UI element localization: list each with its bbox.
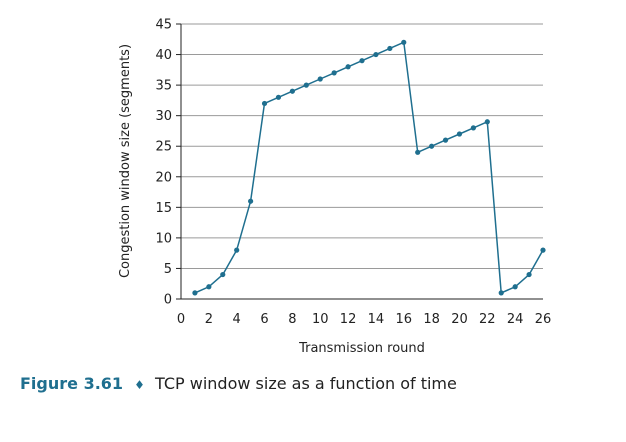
- y-tick-label: 10: [155, 231, 172, 246]
- gridlines: [176, 23, 543, 300]
- data-point: [470, 125, 476, 131]
- y-axis-title: Congestion window size (segments): [118, 44, 133, 278]
- data-point: [248, 198, 254, 204]
- data-point: [456, 131, 463, 137]
- series-line: [194, 41, 544, 294]
- x-tick-label: 10: [312, 312, 329, 327]
- data-point: [540, 247, 546, 253]
- data-point: [261, 100, 268, 107]
- x-tick-label: 2: [205, 312, 213, 327]
- data-point: [442, 137, 449, 143]
- diamond-icon: ♦: [134, 378, 145, 392]
- figure-number: Figure 3.61: [20, 374, 124, 393]
- data-point: [373, 51, 379, 58]
- x-tick-label: 0: [177, 312, 185, 327]
- data-point: [220, 271, 226, 278]
- x-tick-label: 24: [507, 312, 524, 327]
- x-tick-label: 22: [479, 312, 496, 327]
- y-tick-label: 5: [164, 262, 172, 277]
- x-tick-label: 8: [288, 312, 296, 327]
- series: [192, 39, 546, 296]
- x-axis-title: Transmission round: [298, 341, 425, 356]
- y-tick-label: 20: [155, 170, 172, 185]
- x-tick-label: 4: [233, 312, 241, 327]
- data-point: [234, 247, 240, 253]
- data-point: [512, 284, 518, 290]
- data-point: [289, 88, 295, 94]
- y-tick-labels: 0 5 10 15 20 25 30 35 40 45: [155, 18, 172, 308]
- data-point: [359, 58, 365, 64]
- x-tick-label: 12: [340, 312, 357, 327]
- x-tick-label: 26: [535, 312, 552, 327]
- y-tick-label: 0: [164, 293, 172, 308]
- data-point: [275, 94, 282, 100]
- x-tick-labels: 0 2 4 6 8 10 12 14 16 18 20 22 24 26: [177, 312, 551, 327]
- y-tick-label: 40: [155, 48, 172, 63]
- data-point: [429, 143, 435, 149]
- data-point: [303, 82, 309, 88]
- x-tick-label: 16: [395, 312, 412, 327]
- data-point: [317, 76, 323, 82]
- y-tick-label: 35: [155, 79, 172, 94]
- figure-caption-text: TCP window size as a function of time: [155, 374, 457, 393]
- y-tick-label: 45: [155, 18, 172, 33]
- data-point: [192, 290, 198, 296]
- data-point: [415, 149, 421, 155]
- x-tick-label: 20: [451, 312, 468, 327]
- y-tick-label: 30: [155, 109, 172, 124]
- data-point: [387, 45, 393, 52]
- data-point: [484, 119, 490, 125]
- data-point: [401, 39, 407, 45]
- y-tick-label: 25: [155, 140, 172, 155]
- x-tick-label: 18: [423, 312, 440, 327]
- x-tick-label: 6: [260, 312, 268, 327]
- data-point: [206, 284, 212, 290]
- data-point: [345, 64, 351, 70]
- x-tick-label: 14: [368, 312, 385, 327]
- figure-caption: Figure 3.61 ♦ TCP window size as a funct…: [20, 374, 457, 393]
- data-point: [498, 290, 504, 296]
- y-tick-label: 15: [155, 201, 172, 216]
- data-point: [526, 271, 532, 278]
- data-point: [331, 70, 337, 76]
